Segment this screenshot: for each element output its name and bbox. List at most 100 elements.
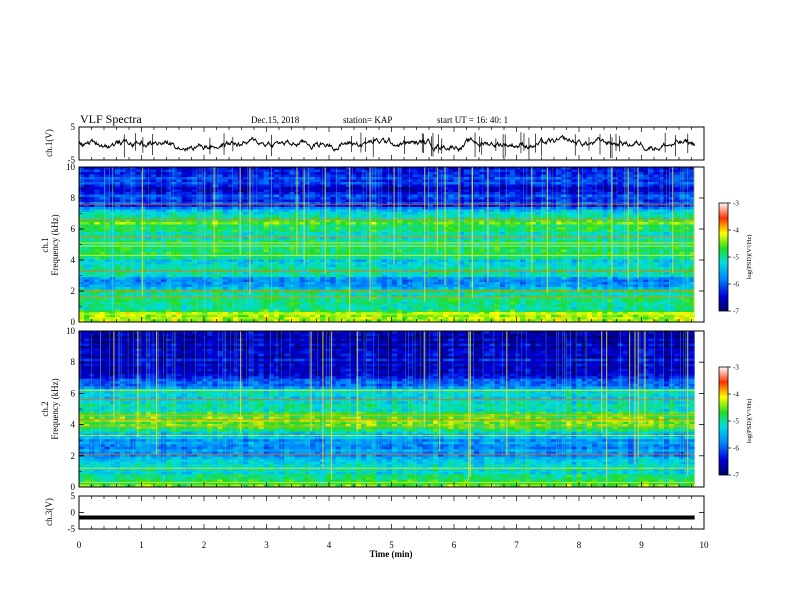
spectrogram-cell xyxy=(340,189,347,193)
spectrogram-cell xyxy=(458,169,465,173)
spectrogram-cell xyxy=(504,254,511,258)
spectrogram-cell xyxy=(181,264,188,268)
spectrogram-cell xyxy=(684,197,690,200)
spectrogram-cell xyxy=(145,224,152,228)
spectrogram-cell xyxy=(186,172,193,175)
spectrogram-cell xyxy=(648,199,654,203)
spectrogram-cell xyxy=(350,169,357,173)
spectrogram-cell xyxy=(299,202,306,205)
spectrogram-cell xyxy=(299,172,306,175)
spectrogram-cell xyxy=(407,214,413,218)
spectrogram-cell xyxy=(171,222,177,225)
spectrogram-cell xyxy=(633,247,639,250)
spectrogram-cell xyxy=(258,222,265,225)
spectrogram-cell xyxy=(371,202,377,205)
spectrogram-cell xyxy=(545,204,552,208)
spectrogram-cell xyxy=(217,174,224,178)
spectrogram-cell xyxy=(479,207,485,210)
spectrogram-cell xyxy=(84,237,90,240)
spectrogram-cell xyxy=(689,262,696,265)
spectrogram-cell xyxy=(458,217,465,220)
spectrogram-cell xyxy=(422,224,429,228)
spectrogram-cell xyxy=(361,262,367,265)
spectrogram-cell xyxy=(314,192,321,195)
spectrogram-cell xyxy=(556,254,562,258)
spectrogram-cell xyxy=(602,217,608,220)
spectrogram-cell xyxy=(643,262,649,265)
spectrogram-cell xyxy=(135,197,141,200)
spectrogram-cell xyxy=(309,264,316,268)
spectrogram-cell xyxy=(674,227,680,230)
spectrogram-cell xyxy=(222,184,229,188)
spectrogram-cell xyxy=(381,234,388,238)
spectrogram-cell xyxy=(648,227,654,230)
spectrogram-cell xyxy=(540,174,547,178)
spectrogram-cell xyxy=(371,197,377,200)
spectrogram-cell xyxy=(232,219,239,223)
spectrogram-cell xyxy=(104,197,111,200)
spectrogram-cell xyxy=(314,264,321,268)
spectrogram-cell xyxy=(586,227,593,230)
spectrogram-cell xyxy=(509,234,516,238)
spectrogram-cell xyxy=(407,222,413,225)
spectrogram-cell xyxy=(248,252,254,255)
spectrogram-cell xyxy=(520,214,526,218)
spectrogram-cell xyxy=(299,252,306,255)
spectrogram-cell xyxy=(284,207,290,210)
spectrogram-cell xyxy=(135,209,141,213)
spectrogram-cell xyxy=(484,214,490,218)
spectrogram-cell xyxy=(258,259,265,263)
spectrogram-cell xyxy=(499,257,506,260)
spectrogram-cell xyxy=(186,204,193,208)
spectrogram-cell xyxy=(566,249,572,253)
spectrogram-cell xyxy=(227,204,234,208)
spectrogram-cell xyxy=(592,207,598,210)
spectrogram-cell xyxy=(556,172,562,175)
spectrogram-cell xyxy=(432,177,439,180)
spectrogram-cell xyxy=(279,179,285,183)
spectrogram-cell xyxy=(104,177,111,180)
spectrogram-cell xyxy=(545,177,552,180)
spectrogram-cell xyxy=(566,199,572,203)
spectrogram-cell xyxy=(84,199,90,203)
spectrogram-cell xyxy=(217,254,224,258)
spectrogram-cell xyxy=(499,169,506,173)
spectrogram-cell xyxy=(489,184,495,188)
spectrogram-cell xyxy=(345,257,352,260)
spectrogram-cell xyxy=(330,222,336,225)
spectrogram-cell xyxy=(294,257,300,260)
spectrogram-cell xyxy=(535,177,542,180)
spectrogram-cell xyxy=(515,204,521,208)
spectrogram-cell xyxy=(453,169,460,173)
spectrogram-cell xyxy=(89,207,95,210)
spectrogram-cell xyxy=(684,224,690,228)
spectrogram-cell xyxy=(186,227,193,230)
spectrogram-cell xyxy=(89,202,95,205)
spectrogram-cell xyxy=(422,189,429,193)
spectrogram-cell xyxy=(145,177,152,180)
spectrogram-cell xyxy=(94,214,100,218)
spectrogram-cell xyxy=(371,222,377,225)
spectrogram-cell xyxy=(186,182,193,185)
spectrogram-cell xyxy=(402,227,408,230)
spectrogram-cell xyxy=(597,224,603,228)
spectrogram-cell xyxy=(448,189,454,193)
spectrogram-cell xyxy=(638,174,644,178)
spectrogram-cell xyxy=(309,257,316,260)
spectrogram-cell xyxy=(627,177,634,180)
spectrogram-cell xyxy=(155,169,162,173)
spectrogram-cell xyxy=(161,187,167,190)
spectrogram-cell xyxy=(504,207,511,210)
spectrogram-cell xyxy=(217,182,224,185)
spectrogram-cell xyxy=(438,177,444,180)
spectrogram-cell xyxy=(489,257,495,260)
spectrogram-cell xyxy=(381,252,388,255)
spectrogram-cell xyxy=(581,232,588,235)
spectrogram-cell xyxy=(94,252,100,255)
spectrogram-cell xyxy=(540,194,547,198)
spectrogram-cell xyxy=(633,224,639,228)
spectrogram-cell xyxy=(171,194,177,198)
spectrogram-cell xyxy=(99,174,106,178)
spectrogram-cell xyxy=(238,202,244,205)
spectrogram-cell xyxy=(643,184,649,188)
